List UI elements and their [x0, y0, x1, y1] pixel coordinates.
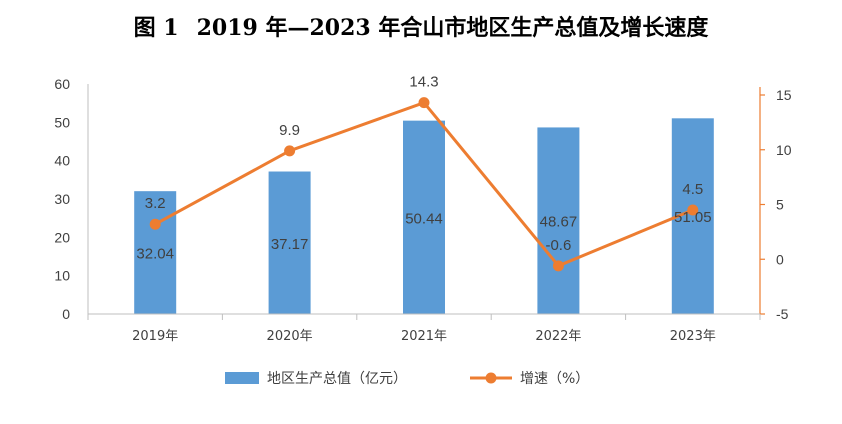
category-label: 2020年: [267, 329, 313, 344]
chart-title: 图 1 2019 年—2023 年合山市地区生产总值及增长速度: [0, 10, 842, 42]
line-series: [149, 97, 699, 272]
bar-value-label: 51.05: [674, 209, 712, 226]
category-label: 2022年: [535, 329, 581, 344]
left-tick-label: 10: [54, 268, 70, 284]
right-tick-label: -5: [776, 306, 789, 322]
right-y-axis: -5 0 5 10 15: [759, 87, 792, 322]
bar-value-label: 48.67: [540, 214, 578, 231]
growth-point: [149, 218, 161, 230]
bar-value-label: 32.04: [136, 246, 174, 263]
left-tick-label: 40: [54, 153, 70, 169]
bar: [403, 120, 445, 314]
bar: [268, 171, 311, 314]
legend-swatch-marker: [485, 372, 497, 384]
right-tick-label: 5: [776, 197, 784, 213]
right-tick-label: 15: [776, 87, 792, 103]
bar-value-label: 50.44: [405, 210, 443, 227]
growth-value-label: 14.3: [409, 74, 438, 91]
left-tick-label: 30: [54, 191, 70, 207]
right-tick-label: 10: [776, 142, 792, 158]
left-tick-label: 20: [54, 229, 70, 245]
legend-label-line: 增速（%）: [520, 371, 589, 387]
legend: 地区生产总值（亿元） 增速（%）: [225, 371, 589, 387]
bar: [134, 191, 177, 314]
figure-title: 2019 年—2023 年合山市地区生产总值及增长速度: [196, 15, 709, 41]
bar-value-label: 37.17: [271, 236, 309, 253]
growth-value-label: 4.5: [682, 181, 703, 198]
x-axis: 2019年 2020年 2021年 2022年 2023年: [87, 313, 761, 344]
growth-point: [687, 204, 699, 216]
growth-value-label: 3.2: [145, 195, 166, 212]
growth-point: [552, 260, 564, 272]
growth-point: [418, 97, 430, 109]
category-label: 2019年: [132, 329, 178, 344]
category-label: 2021年: [401, 329, 447, 344]
legend-label-bar: 地区生产总值（亿元）: [267, 371, 407, 387]
left-tick-label: 0: [62, 306, 70, 322]
legend-swatch-bar: [225, 372, 259, 384]
left-y-axis: 0 10 20 30 40 50 60: [54, 76, 89, 322]
growth-value-label: -0.6: [545, 237, 571, 254]
left-tick-label: 50: [54, 114, 70, 130]
growth-point: [284, 145, 296, 157]
data-labels: 32.04 37.17 50.44 48.67 51.05 3.2 9.9 14.3 -0.6 4…: [136, 74, 711, 263]
figure-number: 图 1: [133, 15, 179, 41]
bar: [537, 127, 580, 314]
bar-series: [134, 118, 714, 314]
growth-value-label: 9.9: [279, 122, 300, 139]
category-label: 2023年: [670, 329, 716, 344]
right-tick-label: 0: [776, 251, 784, 267]
left-tick-label: 60: [54, 76, 70, 92]
